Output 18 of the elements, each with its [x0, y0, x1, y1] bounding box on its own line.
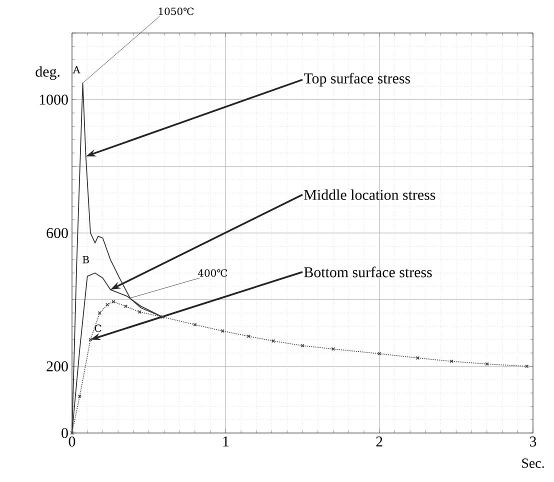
annotation: B: [82, 256, 89, 264]
text: Bottom surface stress: [304, 266, 432, 278]
annotation: C: [94, 324, 102, 332]
annotation: 400℃: [198, 269, 228, 277]
x-axis-title: Sec.: [522, 458, 544, 468]
x-tick-label: 3: [530, 436, 536, 447]
x-tick-label: 1: [223, 436, 229, 446]
y-axis-title: deg.: [36, 66, 60, 80]
x-tick-label: 2: [376, 436, 382, 446]
annotation: A: [72, 66, 80, 74]
annotation: 1050℃: [158, 8, 194, 16]
y-tick-label: 200: [46, 361, 68, 372]
y-tick-label: 600: [46, 228, 68, 238]
x-tick-label: 0: [68, 436, 76, 447]
y-tick-label: 0: [62, 428, 68, 438]
y-tick-label: 1000: [40, 94, 68, 105]
text: Top surface stress: [304, 72, 410, 87]
text: Middle location stress: [304, 189, 436, 200]
